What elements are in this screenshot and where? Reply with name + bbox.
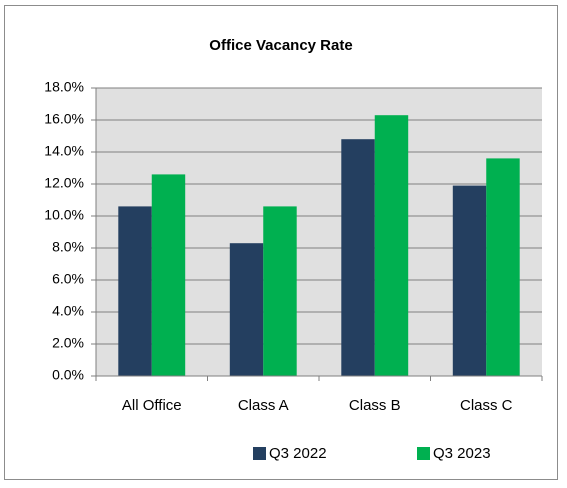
- bar: [151, 174, 186, 376]
- x-tick-label: Class B: [349, 397, 401, 414]
- y-tick-label: 4.0%: [52, 303, 84, 319]
- bar: [452, 185, 487, 376]
- y-tick-label: 18.0%: [44, 79, 84, 95]
- bar: [486, 158, 520, 376]
- legend-swatch: [417, 447, 430, 460]
- legend-label: Q3 2022: [269, 445, 327, 462]
- y-tick-label: 14.0%: [44, 143, 84, 159]
- y-tick-label: 2.0%: [52, 335, 84, 351]
- bar: [118, 206, 152, 376]
- legend-label: Q3 2023: [433, 445, 491, 462]
- bar: [341, 139, 375, 376]
- y-tick-label: 16.0%: [44, 111, 84, 127]
- x-tick-label: Class C: [460, 397, 513, 414]
- y-tick-label: 6.0%: [52, 271, 84, 287]
- bar: [374, 115, 409, 376]
- y-tick-label: 10.0%: [44, 207, 84, 223]
- chart-title: Office Vacancy Rate: [209, 37, 352, 54]
- bar: [263, 206, 297, 376]
- y-tick-label: 8.0%: [52, 239, 84, 255]
- legend-swatch: [253, 447, 266, 460]
- y-tick-label: 0.0%: [52, 367, 84, 383]
- y-tick-label: 12.0%: [44, 175, 84, 191]
- bar: [229, 243, 264, 376]
- x-tick-label: All Office: [122, 397, 182, 414]
- x-tick-label: Class A: [238, 397, 289, 414]
